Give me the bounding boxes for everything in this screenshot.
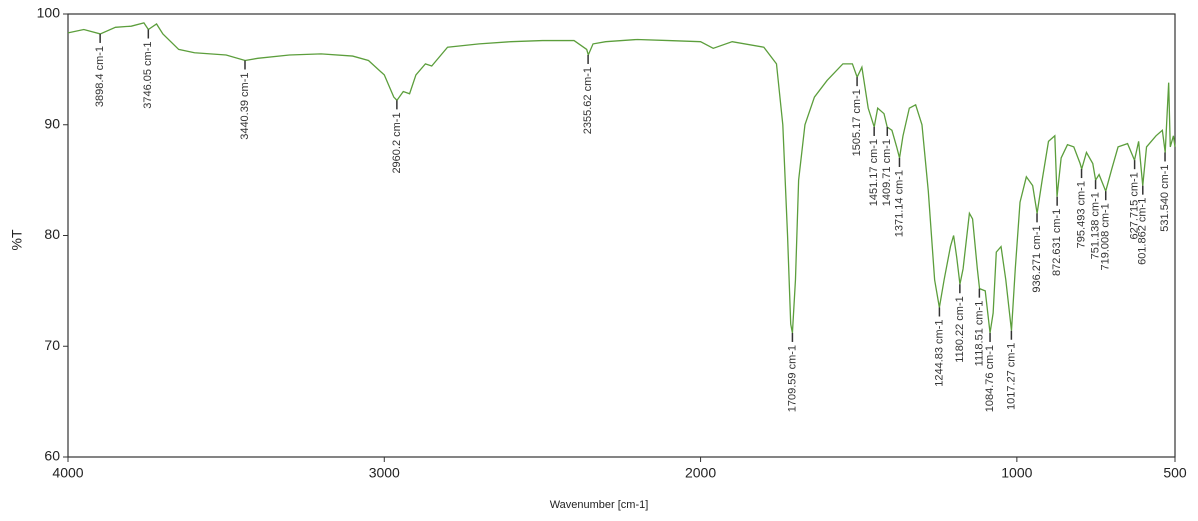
peak-label: 751.138 cm-1 [1089, 192, 1101, 259]
peak-label: 2355.62 cm-1 [582, 67, 594, 134]
peak-label: 1371.14 cm-1 [893, 170, 905, 237]
peak-label: 1244.83 cm-1 [933, 319, 945, 386]
y-tick-label: 100 [37, 5, 61, 21]
y-tick-label: 90 [44, 115, 60, 131]
peak-label: 2960.2 cm-1 [391, 112, 403, 173]
peak-label: 601.862 cm-1 [1137, 198, 1149, 265]
x-axis-label: Wavenumber [cm-1] [550, 499, 649, 511]
x-tick-label: 1000 [1001, 465, 1032, 481]
x-tick-label: 2000 [685, 465, 716, 481]
peak-label: 627.715 cm-1 [1129, 172, 1141, 239]
peak-label: 1118.51 cm-1 [973, 301, 985, 367]
peak-label: 1451.17 cm-1 [868, 139, 880, 206]
peak-label: 3898.4 cm-1 [94, 46, 106, 107]
y-tick-label: 70 [44, 337, 60, 353]
y-tick-label: 60 [44, 448, 60, 464]
y-axis-label: %T [9, 229, 25, 250]
peak-label: 1709.59 cm-1 [786, 345, 798, 412]
x-tick-label: 4000 [52, 465, 83, 481]
peak-label: 795.493 cm-1 [1075, 181, 1087, 248]
peak-label: 1505.17 cm-1 [851, 89, 863, 156]
x-tick-label: 3000 [369, 465, 400, 481]
peak-label: 3746.05 cm-1 [142, 42, 154, 109]
y-tick-label: 80 [44, 226, 60, 242]
peak-label: 936.271 cm-1 [1031, 225, 1043, 292]
peak-label: 1017.27 cm-1 [1005, 343, 1017, 410]
peak-label: 1084.76 cm-1 [984, 345, 996, 412]
peak-label: 1180.22 cm-1 [954, 296, 966, 362]
peak-label: 872.631 cm-1 [1051, 209, 1063, 276]
peak-label: 1409.71 cm-1 [881, 139, 893, 206]
peak-label: 531.540 cm-1 [1159, 164, 1171, 231]
peak-label: 719.008 cm-1 [1100, 203, 1112, 270]
peak-label: 3440.39 cm-1 [239, 73, 251, 140]
spectrum-line [67, 22, 1176, 334]
x-tick-label: 500 [1163, 465, 1187, 481]
